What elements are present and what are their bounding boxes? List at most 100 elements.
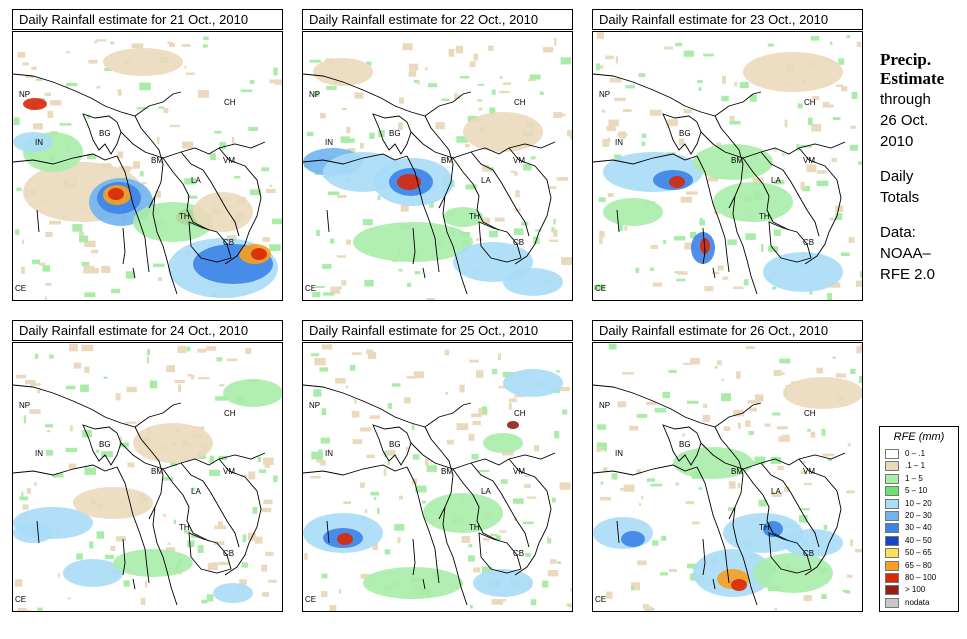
rain-speckle [426,298,436,300]
rain-speckle [635,267,640,273]
country-label-np: NP [19,401,31,410]
rain-speckle [704,286,714,292]
rain-speckle [345,385,348,389]
rain-area [23,98,47,110]
rain-speckle [594,284,605,290]
through-text: through [880,91,931,108]
rain-speckle [631,582,640,591]
rain-speckle [772,286,777,290]
rain-speckle [803,483,813,486]
rain-speckle [816,367,824,374]
rain-speckle [722,276,729,280]
rain-speckle [561,257,572,265]
country-label-la: LA [481,176,491,185]
data-label: Data: [880,224,916,241]
rain-speckle [444,349,450,356]
rain-speckle [184,178,197,185]
rain-speckle [714,211,720,215]
rain-speckle [249,79,255,84]
rain-speckle [57,573,60,578]
legend-item: .1 – 1 [885,461,957,472]
country-boundary [180,151,240,237]
map-panel-oct22: Daily Rainfall estimate for 22 Oct., 201… [302,9,573,301]
rainfall-map: NP CH IN BG BM VM LA TH CB CE [302,342,573,612]
sidebar-info: Precip. Estimate through 26 Oct. 2010 Da… [880,50,966,284]
country-boundary [452,468,500,542]
rain-speckle [846,490,855,494]
country-label-np: NP [599,401,611,410]
rain-speckle [638,73,646,77]
map-canvas [13,343,282,611]
rain-speckle [190,534,199,538]
rain-speckle [366,454,375,458]
rain-speckle [500,479,508,484]
rain-speckle [117,89,122,96]
rain-speckle [806,164,817,173]
rain-speckle [856,346,862,354]
rain-speckle [842,590,849,593]
rain-speckle [372,542,378,551]
rain-speckle [771,492,782,497]
rain-speckle [181,141,194,149]
rain-speckle [830,41,833,45]
rain-speckle [838,58,845,65]
rain-speckle [461,536,471,543]
rain-speckle [313,389,322,397]
legend-item: 50 – 65 [885,548,957,559]
country-boundary [742,157,790,231]
rain-speckle [616,133,628,136]
rain-speckle [67,597,71,600]
legend-label: 80 – 100 [905,573,937,582]
rain-speckle [101,451,113,458]
rain-speckle [265,551,274,556]
rain-speckle [488,230,498,238]
rain-speckle [181,44,191,47]
country-boundary [478,221,522,263]
rain-speckle [829,217,836,221]
rain-speckle [823,524,828,530]
rain-speckle [559,386,570,392]
rain-speckle [622,372,634,375]
legend-swatch [885,511,899,521]
rain-speckle [835,213,843,220]
rain-speckle [34,353,39,359]
rain-speckle [269,244,281,251]
data-product: RFE 2.0 [880,266,936,283]
rain-speckle [549,239,559,242]
rain-speckle [38,262,46,266]
rain-speckle [269,184,272,187]
rain-speckle [360,427,372,432]
rain-speckle [729,115,735,122]
rain-area [507,421,519,429]
rain-speckle [383,468,387,477]
rain-speckle [414,271,420,275]
totals-text: Totals [880,189,920,206]
rain-speckle [664,46,673,50]
rain-speckle [320,112,326,119]
rain-speckle [482,406,487,414]
rain-speckle [739,81,749,89]
rain-speckle [316,286,325,288]
map-canvas [303,37,572,300]
rain-speckle [749,94,757,102]
rain-speckle [384,549,391,555]
rain-speckle [118,165,131,173]
rain-speckle [509,398,517,403]
rain-speckle [642,604,650,609]
country-label-la: LA [481,487,491,496]
country-boundary [303,153,408,165]
country-boundary [188,532,232,574]
rain-speckle [398,122,403,131]
rain-speckle [498,385,509,389]
rain-speckle [239,579,247,585]
country-boundary [593,464,698,476]
country-label-bg: BG [389,440,401,449]
rain-speckle [811,123,822,132]
rain-speckle [21,239,25,245]
rain-speckle [848,237,855,244]
rain-speckle [240,89,253,93]
rain-speckle [716,142,722,147]
country-boundary [162,468,210,542]
rain-speckle [829,282,841,288]
rain-speckle [76,553,83,560]
